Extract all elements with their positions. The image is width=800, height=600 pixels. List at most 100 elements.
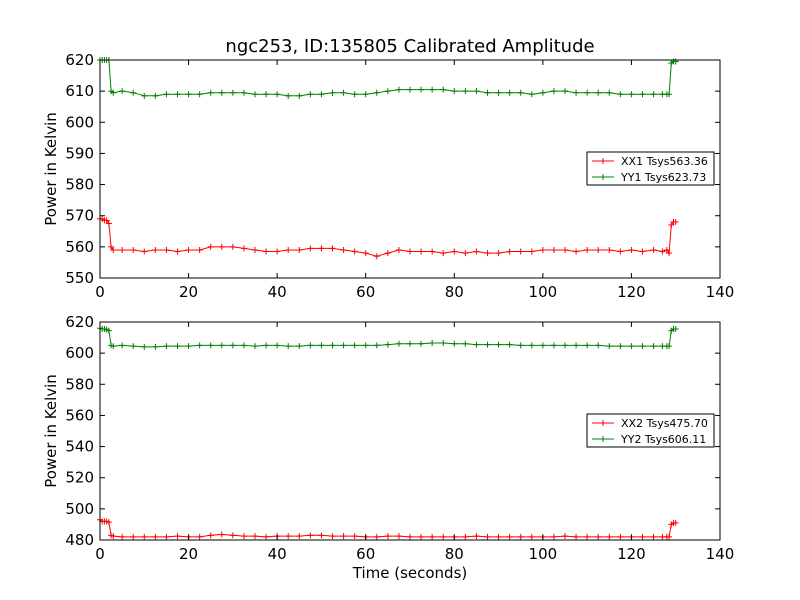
data-point <box>351 248 358 255</box>
x-axis-label: Time (seconds) <box>352 564 468 582</box>
data-point <box>185 343 192 350</box>
data-point <box>550 246 557 253</box>
data-point <box>395 533 402 540</box>
x-tick-label: 40 <box>268 545 287 563</box>
data-point <box>495 89 502 96</box>
data-point <box>141 343 148 350</box>
data-point <box>528 342 535 349</box>
data-point <box>329 245 336 252</box>
data-point <box>110 89 117 96</box>
data-point <box>617 248 624 255</box>
data-point <box>285 343 292 350</box>
data-point <box>659 248 666 255</box>
x-tick-label: 60 <box>356 545 375 563</box>
data-point <box>362 342 369 349</box>
y-tick-label: 560 <box>65 238 94 256</box>
data-point <box>141 92 148 99</box>
x-tick-label: 80 <box>445 545 464 563</box>
y-tick-label: 620 <box>65 51 94 69</box>
y-tick-label: 600 <box>65 113 94 131</box>
data-point <box>130 533 137 540</box>
data-point <box>152 246 159 253</box>
data-point <box>562 246 568 253</box>
data-point <box>240 89 247 96</box>
data-point <box>550 88 557 95</box>
data-point <box>462 250 469 257</box>
data-point <box>296 343 303 350</box>
data-point <box>329 89 336 96</box>
data-point <box>650 246 657 253</box>
data-point <box>229 342 236 349</box>
data-point <box>285 246 292 253</box>
data-point <box>617 533 624 540</box>
data-point <box>373 342 380 349</box>
data-point <box>628 91 635 98</box>
data-point <box>307 91 314 98</box>
data-point <box>119 246 126 253</box>
data-point <box>384 341 391 348</box>
data-point <box>666 343 673 350</box>
data-point <box>252 91 258 98</box>
data-point <box>429 248 436 255</box>
data-point <box>285 533 292 540</box>
x-tick-label: 60 <box>356 283 375 301</box>
data-point <box>451 340 458 347</box>
legend-label: YY2 Tsys606.11 <box>620 433 706 446</box>
data-point <box>307 532 314 539</box>
y-tick-label: 600 <box>65 344 94 362</box>
data-point <box>506 341 513 348</box>
data-point <box>196 533 203 540</box>
data-point <box>229 89 236 96</box>
data-point <box>384 88 391 95</box>
data-point <box>550 342 557 349</box>
data-point <box>362 250 369 257</box>
data-point <box>296 246 303 253</box>
data-point <box>207 342 214 349</box>
y-tick-label: 550 <box>65 269 94 287</box>
data-point <box>218 89 225 96</box>
y-axis-label-bottom: Power in Kelvin <box>42 374 60 488</box>
data-point <box>395 246 402 253</box>
data-point <box>340 246 347 253</box>
data-point <box>639 343 646 350</box>
data-point <box>329 533 336 540</box>
data-point <box>185 246 192 253</box>
data-point <box>672 218 679 225</box>
data-point <box>263 91 270 98</box>
data-point <box>329 342 336 349</box>
data-point <box>318 91 325 98</box>
data-point <box>473 341 480 348</box>
data-point <box>506 89 513 96</box>
data-point <box>229 243 236 250</box>
data-point <box>584 89 591 96</box>
y-tick-label: 620 <box>65 313 94 331</box>
data-point <box>407 248 413 255</box>
data-point <box>429 340 436 347</box>
data-point <box>606 89 613 96</box>
data-point <box>440 250 447 257</box>
data-point <box>130 89 137 96</box>
data-point <box>668 222 675 229</box>
data-point <box>639 533 646 540</box>
x-tick-label: 120 <box>617 283 646 301</box>
data-point <box>130 246 137 253</box>
data-point <box>484 89 491 96</box>
data-point <box>517 342 524 349</box>
data-point <box>462 533 469 540</box>
legend-label: XX2 Tsys475.70 <box>621 417 708 430</box>
x-tick-label: 0 <box>95 283 105 301</box>
data-point <box>263 248 270 255</box>
data-point <box>639 248 646 255</box>
data-point <box>666 533 673 540</box>
x-tick-label: 140 <box>706 283 735 301</box>
legend-box <box>586 151 715 186</box>
data-point <box>473 88 480 95</box>
data-point <box>628 343 635 350</box>
data-point <box>196 91 203 98</box>
data-point <box>340 89 347 96</box>
chart-title: ngc253, ID:135805 Calibrated Amplitude <box>225 36 594 57</box>
data-point <box>163 91 170 98</box>
data-point <box>218 531 225 538</box>
data-point <box>672 326 679 333</box>
data-point <box>495 250 502 257</box>
